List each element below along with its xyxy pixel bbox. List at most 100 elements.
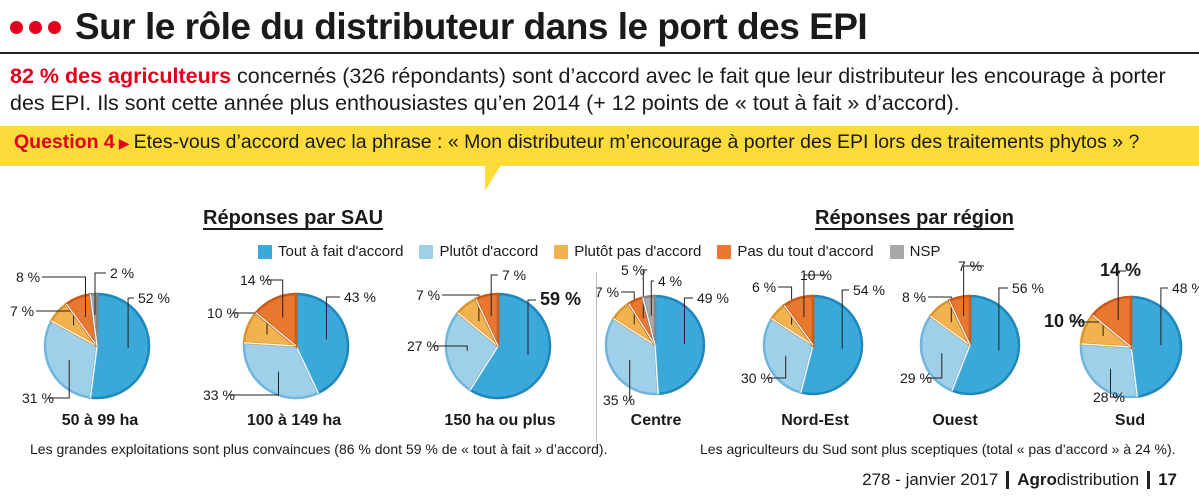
chart-caption: Sud xyxy=(1114,412,1146,429)
slice-separator xyxy=(1092,314,1132,348)
chart-caption: Ouest xyxy=(932,412,978,429)
intro-paragraph: 82 % des agriculteurs concernés (326 rép… xyxy=(10,63,1190,117)
legend-label: NSP xyxy=(909,243,941,260)
slice-separator xyxy=(1130,346,1138,397)
leader-line xyxy=(94,272,106,315)
slice-value-label: 56 % xyxy=(1012,280,1044,296)
legend-swatch xyxy=(258,244,272,259)
pie-slice xyxy=(1129,295,1183,399)
leader-line xyxy=(650,280,654,316)
leader-line xyxy=(48,360,70,399)
leader-line xyxy=(841,289,849,349)
red-dot-icon xyxy=(29,20,42,34)
slice-value-label: 35 % xyxy=(603,392,635,408)
pie-slice xyxy=(919,314,972,393)
slice-separator xyxy=(89,294,98,347)
slice-value-label: 49 % xyxy=(697,290,729,306)
legend-swatch xyxy=(717,244,732,259)
leader-line xyxy=(683,297,693,345)
pie-slice xyxy=(762,317,815,394)
slice-separator xyxy=(65,303,98,347)
slice-separator xyxy=(771,318,814,346)
slice-value-label: 27 % xyxy=(407,338,439,354)
section-title-sau: Réponses par SAU xyxy=(203,207,384,229)
pie-slice xyxy=(950,294,1021,396)
pie-chart: 54 % 30 % 6 % 10 % xyxy=(741,267,885,396)
legend-label: Pas du tout d'accord xyxy=(737,243,874,260)
section-divider xyxy=(596,272,597,442)
chart-caption: Centre xyxy=(630,412,682,429)
question-banner xyxy=(0,126,1199,166)
pie-slice xyxy=(89,292,151,400)
slice-value-label: 28 % xyxy=(1093,389,1125,405)
slice-separator xyxy=(457,312,499,347)
leader-line xyxy=(266,279,284,318)
intro-text: concernés (326 répondants) sont d’accord… xyxy=(10,64,1166,115)
footer-divider xyxy=(1147,471,1151,489)
slice-value-label: 48 % xyxy=(1172,280,1199,296)
slice-separator xyxy=(613,318,656,346)
brand-rest: distribution xyxy=(1056,470,1140,489)
leader-line xyxy=(998,287,1008,351)
pie-chart: 56 % 29 % 8 % 7 % xyxy=(900,258,1044,396)
slice-value-label: 5 % xyxy=(621,262,645,278)
slice-separator xyxy=(930,315,971,346)
question-text: Etes-vous d’accord avec la phrase : « Mo… xyxy=(133,131,1140,153)
slice-separator xyxy=(628,303,656,346)
question-line: Question 4 ▶ Etes-vous d’accord avec la ph… xyxy=(14,131,1139,154)
leader-line xyxy=(527,299,536,355)
pie-chart: 52 % 31 % 7 % 8 % 2 % xyxy=(10,265,170,406)
pie-slice xyxy=(242,341,320,400)
pie-slice xyxy=(468,292,552,400)
slice-value-label: 30 % xyxy=(741,370,773,386)
pie-chart: 48 % 28 % 10 % 14 % xyxy=(1044,260,1199,405)
pie-slice xyxy=(799,294,864,396)
legend-swatch xyxy=(419,244,434,259)
slice-separator xyxy=(295,345,319,394)
legend-item: NSP xyxy=(889,243,941,260)
legend-item: Plutôt pas d'accord xyxy=(554,243,701,260)
leader-line xyxy=(926,353,943,379)
slice-value-label: 7 % xyxy=(958,258,982,274)
legend-item: Plutôt d'accord xyxy=(419,243,538,260)
slice-value-label: 31 % xyxy=(22,390,54,406)
slice-separator xyxy=(255,312,297,347)
chart-caption: 50 à 99 ha xyxy=(61,412,139,429)
slice-value-label: 7 % xyxy=(595,284,619,300)
leader-line xyxy=(629,360,631,401)
leader-line xyxy=(1160,287,1168,346)
title-dots xyxy=(10,20,61,34)
slice-separator xyxy=(654,344,659,394)
brand-bold: Agro xyxy=(1017,470,1057,489)
legend-swatch xyxy=(554,244,569,259)
page-number: 17 xyxy=(1158,470,1177,489)
pie-chart: 49 % 35 % 7 %5 % 4 % xyxy=(595,262,729,408)
leader-line xyxy=(963,265,984,317)
note-region: Les agriculteurs du Sud sont plus scepti… xyxy=(700,441,1176,457)
question-number: Question 4 xyxy=(14,131,115,153)
slice-value-label: 10 % xyxy=(207,305,239,321)
legend-label: Tout à fait d'accord xyxy=(278,243,404,260)
slice-value-label: 4 % xyxy=(658,273,682,289)
leader-line xyxy=(928,296,952,323)
legend-label: Plutôt pas d'accord xyxy=(574,243,702,260)
slice-separator xyxy=(1081,343,1132,348)
leader-line xyxy=(1110,368,1119,398)
slice-value-label: 7 % xyxy=(416,287,440,303)
legend-label: Plutôt d'accord xyxy=(439,243,539,260)
slice-value-label: 33 % xyxy=(203,387,235,403)
pie-slice xyxy=(294,292,350,395)
pie-slice xyxy=(444,311,500,392)
triangle-right-icon: ▶ xyxy=(118,135,130,151)
legend-item: Tout à fait d'accord xyxy=(258,243,403,260)
issue-info: 278 - janvier 2017 xyxy=(862,470,999,489)
slice-value-label: 8 % xyxy=(902,289,926,305)
chart-legend: Tout à fait d'accord Plutôt d'accord Plu… xyxy=(258,243,956,260)
slice-value-label: 14 % xyxy=(1100,260,1141,280)
intro-highlight: 82 % des agriculteurs xyxy=(10,64,232,88)
slice-value-label: 43 % xyxy=(344,289,376,305)
note-sau: Les grandes exploitations sont plus conv… xyxy=(30,441,608,457)
slice-separator xyxy=(948,300,971,346)
slice-separator xyxy=(951,344,971,391)
slice-separator xyxy=(800,344,814,393)
